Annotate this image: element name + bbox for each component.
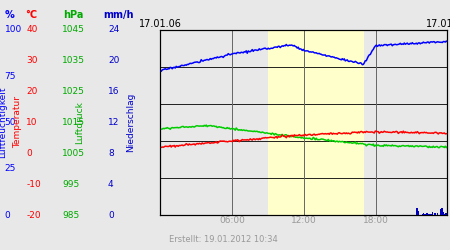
Text: 16: 16	[108, 87, 120, 96]
Text: Luftfeuchtigkeit: Luftfeuchtigkeit	[0, 87, 7, 158]
Bar	[431, 214, 432, 215]
Bar	[424, 214, 426, 215]
Bar	[418, 214, 420, 215]
Text: -20: -20	[26, 210, 40, 220]
Text: 50: 50	[4, 118, 16, 127]
Bar	[420, 214, 421, 215]
Text: 25: 25	[4, 164, 16, 173]
Bar	[446, 214, 448, 215]
Bar	[423, 214, 424, 215]
Bar	[418, 211, 419, 215]
Text: Luftdruck: Luftdruck	[76, 101, 85, 144]
Bar	[429, 214, 431, 215]
Bar	[434, 214, 435, 215]
Bar	[432, 212, 433, 215]
Bar	[446, 212, 447, 215]
Text: 1045: 1045	[62, 26, 85, 35]
Text: mm/h: mm/h	[104, 10, 134, 20]
Text: 1025: 1025	[62, 87, 85, 96]
Text: 4: 4	[108, 180, 113, 188]
Bar	[428, 214, 430, 215]
Bar	[437, 213, 438, 215]
Bar	[425, 214, 427, 215]
Text: 1015: 1015	[62, 118, 85, 127]
Bar	[443, 214, 445, 215]
Text: 1005: 1005	[62, 149, 85, 158]
Bar	[440, 209, 441, 215]
Text: °C: °C	[25, 10, 37, 20]
Bar	[422, 214, 423, 215]
Text: 30: 30	[26, 56, 38, 66]
Text: 0: 0	[4, 210, 10, 220]
Text: 0: 0	[26, 149, 32, 158]
Bar	[421, 214, 422, 215]
Text: 0: 0	[108, 210, 114, 220]
Text: 985: 985	[62, 210, 79, 220]
Bar	[438, 214, 440, 215]
Text: 995: 995	[62, 180, 79, 188]
Text: %: %	[4, 10, 14, 20]
Bar	[442, 212, 444, 215]
Text: 10: 10	[26, 118, 38, 127]
Text: 100: 100	[4, 26, 22, 35]
Text: 20: 20	[108, 56, 119, 66]
Text: 24: 24	[108, 26, 119, 35]
Text: 20: 20	[26, 87, 37, 96]
Bar	[432, 214, 434, 215]
Bar	[426, 213, 428, 215]
Bar	[417, 208, 418, 215]
Text: Erstellt: 19.01.2012 10:34: Erstellt: 19.01.2012 10:34	[169, 236, 278, 244]
Bar	[435, 213, 436, 215]
Text: Niederschlag: Niederschlag	[126, 93, 135, 152]
Text: 75: 75	[4, 72, 16, 81]
Bar	[268, 30, 364, 215]
Bar	[441, 208, 443, 215]
Text: Temperatur: Temperatur	[14, 96, 22, 148]
Text: 1035: 1035	[62, 56, 85, 66]
Text: 8: 8	[108, 149, 114, 158]
Text: 40: 40	[26, 26, 37, 35]
Text: 12: 12	[108, 118, 119, 127]
Text: -10: -10	[26, 180, 41, 188]
Text: hPa: hPa	[63, 10, 83, 20]
